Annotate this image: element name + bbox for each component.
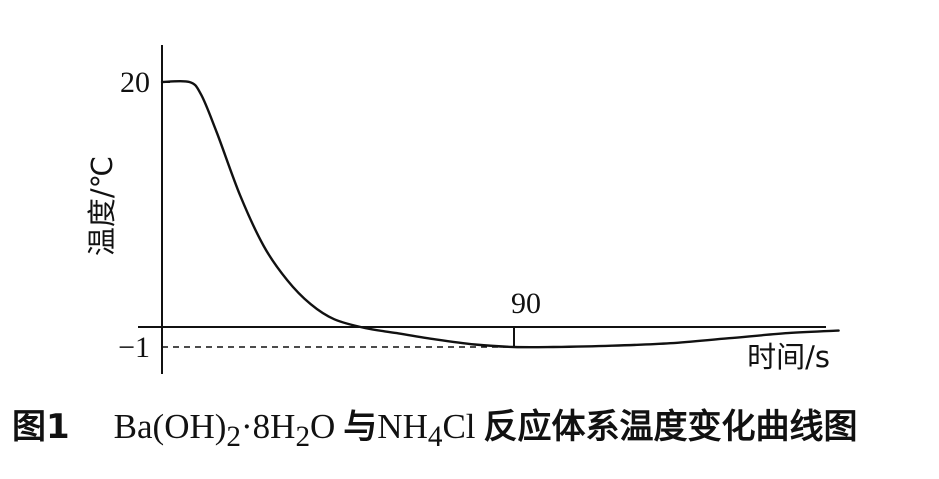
formula-main: Ba(OH) (113, 407, 227, 446)
y-tick-label-20: 20 (120, 66, 150, 99)
x-axis-label: 时间/s (747, 340, 830, 374)
temperature-chart: 20 −1 90 时间/s 温度/℃ (85, 45, 840, 374)
formula-subscript-2b: 2 (295, 421, 311, 453)
reagent-main: NH (377, 407, 428, 446)
y-axis-label: 温度/℃ (85, 156, 119, 256)
formula-mid: ·8H (241, 407, 296, 446)
formula-oxygen: O (310, 407, 336, 446)
caption-conjunction: 与 (343, 407, 378, 447)
formula-subscript-2a: 2 (226, 421, 241, 453)
y-tick-label-minus-1: −1 (118, 331, 150, 364)
ammonium-chloride-formula: NH4Cl (377, 407, 476, 453)
caption-description: 反应体系温度变化曲线图 (483, 407, 858, 447)
barium-hydroxide-formula: Ba(OH)2·8H2O (113, 407, 336, 453)
figure-number: 图1 (12, 407, 70, 447)
temperature-curve (160, 79, 840, 349)
figure-caption: 图1 Ba(OH)2·8H2O 与NH4Cl 反应体系温度变化曲线图 (12, 402, 858, 462)
annotation-90: 90 (511, 287, 541, 320)
reagent-subscript-4: 4 (427, 421, 443, 453)
reagent-cl: Cl (442, 407, 476, 446)
